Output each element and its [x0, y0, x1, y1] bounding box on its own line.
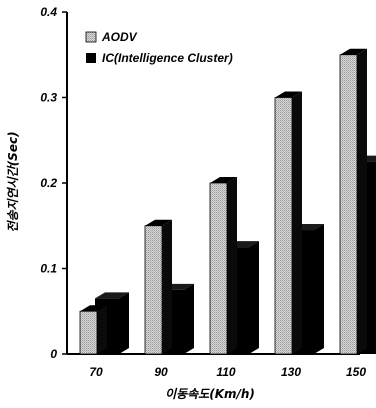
- legend-label-aodv: AODV: [101, 30, 138, 44]
- y-tick-label-0.4: 0.4: [40, 5, 57, 19]
- y-tick-label-0.2: 0.2: [40, 176, 57, 190]
- y-axis-title: 전송지연시간(Sec): [6, 131, 20, 232]
- legend-label-ic: IC(Intelligence Cluster): [102, 51, 233, 65]
- bar-aodv-70: [79, 305, 107, 355]
- x-tick-label-70: 70: [89, 365, 103, 379]
- x-axis-title: 이동속도(Km/h): [165, 387, 255, 401]
- x-ticks: 70 90 110 130 150: [89, 365, 366, 379]
- bars-layer: [79, 48, 376, 355]
- x-tick-label-130: 130: [281, 365, 301, 379]
- legend-swatch-ic: [86, 53, 96, 63]
- x-tick-label-90: 90: [154, 365, 168, 379]
- legend-swatch-aodv: [85, 31, 97, 43]
- legend: AODV IC(Intelligence Cluster): [85, 30, 233, 65]
- x-tick-label-150: 150: [346, 365, 366, 379]
- bar-aodv-90: [144, 219, 172, 355]
- y-tick-label-0: 0: [50, 347, 57, 361]
- bar-aodv-150: [339, 48, 367, 355]
- bar-aodv-130: [274, 91, 302, 355]
- bar-aodv-110: [209, 177, 237, 355]
- y-tick-label-0.1: 0.1: [40, 262, 57, 276]
- y-tick-label-0.3: 0.3: [40, 91, 57, 105]
- y-ticks: 0 0.1 0.2 0.3 0.4: [40, 5, 67, 361]
- x-tick-label-110: 110: [216, 365, 235, 379]
